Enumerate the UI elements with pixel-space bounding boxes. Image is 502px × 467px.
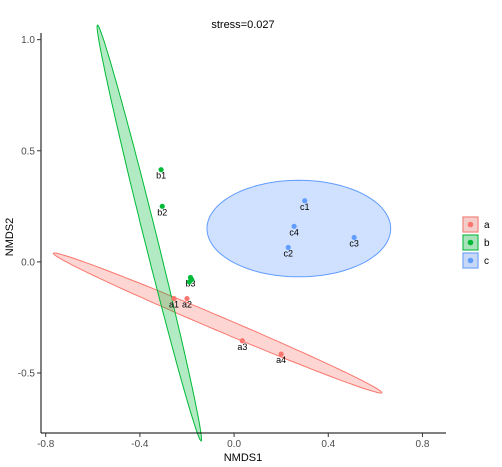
legend-label-a: a: [484, 220, 490, 231]
point-label-c4: c4: [289, 227, 299, 237]
y-tick-label: 1.0: [21, 35, 35, 46]
chart-title: stress=0.027: [211, 19, 274, 31]
legend-key-point: [467, 221, 474, 228]
legend-item-b: b: [462, 234, 490, 251]
x-tick-label: -0.8: [37, 439, 55, 450]
point-a2: [184, 295, 190, 302]
point-a4: [278, 351, 284, 357]
axis-layer: -0.8 -0.4 0.0 0.4 0.8 -0.5 0.0 0.5 1.0: [18, 33, 446, 450]
point-label-a3: a3: [237, 342, 247, 352]
x-tick-label: 0.8: [416, 439, 430, 450]
legend: abc: [462, 216, 490, 269]
x-tick-label: -0.4: [131, 439, 149, 450]
point-c1: [302, 198, 308, 204]
point-a3: [239, 338, 245, 344]
point-b5: [186, 279, 192, 285]
point-label-c2: c2: [283, 248, 293, 258]
point-b1: [158, 167, 164, 173]
point-b2: [159, 203, 165, 209]
ellipse-a: [52, 252, 383, 394]
x-tick-label: 0.4: [321, 439, 335, 450]
y-tick-label: 0.5: [21, 146, 35, 157]
point-label-b1: b1: [156, 171, 166, 181]
point-label-c1: c1: [300, 202, 310, 212]
ellipse-c: [206, 179, 392, 278]
legend-item-c: c: [462, 252, 489, 269]
ellipse-layer: [52, 24, 392, 442]
point-c4: [291, 223, 297, 229]
legend-key-point: [467, 257, 474, 264]
point-label-b2: b2: [157, 207, 167, 217]
x-axis-title: NMDS1: [224, 452, 263, 464]
x-tick-label: 0.0: [227, 439, 241, 450]
point-layer: a1a2a3a4b1b2b3c1c2c3c4: [156, 167, 359, 365]
point-label-a1: a1: [169, 300, 179, 310]
y-tick-label: 0.0: [21, 257, 35, 268]
point-c3: [351, 234, 357, 241]
y-tick-label: -0.5: [18, 369, 36, 380]
legend-key-point: [467, 239, 474, 246]
ellipse-b: [96, 24, 202, 442]
y-axis-title: NMDS2: [4, 218, 16, 257]
point-label-a2: a2: [182, 300, 192, 310]
point-label-c3: c3: [349, 238, 359, 248]
point-c2: [285, 244, 291, 251]
legend-item-a: a: [462, 216, 490, 233]
legend-label-c: c: [484, 256, 489, 267]
point-a1: [171, 295, 177, 302]
legend-label-b: b: [484, 238, 490, 249]
point-label-a4: a4: [276, 355, 286, 365]
